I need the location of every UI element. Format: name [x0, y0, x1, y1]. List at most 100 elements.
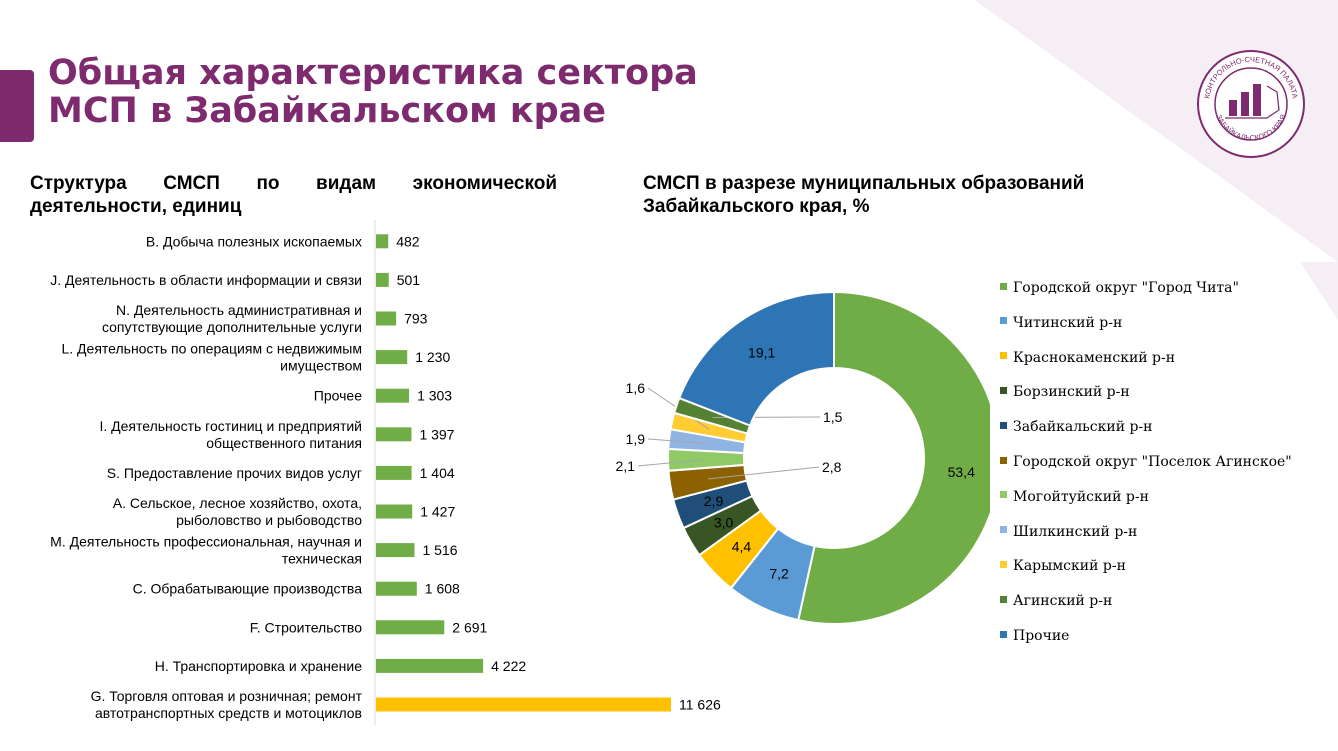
legend-swatch: [1000, 282, 1007, 290]
donut-value-label: 4,4: [732, 538, 752, 554]
legend-label: Карымский р-н: [1013, 558, 1126, 575]
donut-value-label: 1,5: [823, 409, 843, 425]
legend-label: Шилкинский р-н: [1013, 523, 1138, 540]
legend-swatch: [1000, 317, 1007, 325]
bar-chart-title-line-2: деятельности, единиц: [30, 196, 242, 217]
donut-leader-line: [707, 466, 820, 480]
bar-category-label: L. Деятельность по операциям с недвижимы…: [61, 341, 362, 357]
donut-leader-line: [637, 458, 707, 467]
bar-category-label: техническая: [282, 551, 362, 567]
legend-item: Городской округ "Поселок Агинское": [1000, 454, 1292, 470]
bar: [376, 427, 412, 442]
pie-chart-title: СМСП в разрезе муниципальных образований…: [643, 172, 1163, 218]
title-accent-bar: [0, 70, 34, 142]
bar-category-label: сопутствующие дополнительные услуги: [102, 319, 362, 335]
chamber-logo: КОНТРОЛЬНО-СЧЕТНАЯ ПАЛАТА ЗАБАЙКАЛЬСКОГО…: [1197, 50, 1305, 158]
page-title-line-2: МСП в Забайкальском крае: [48, 91, 607, 131]
legend-item: Борзинский р-н: [1000, 384, 1130, 400]
bar-category-label: F. Строительство: [250, 619, 362, 635]
bar-value-label: 1 404: [420, 465, 455, 481]
legend-label: Могойтуйский р-н: [1013, 488, 1149, 505]
donut-value-label: 19,1: [748, 344, 775, 360]
legend-label: Читинский р-н: [1013, 314, 1123, 331]
legend-item: Читинский р-н: [1000, 315, 1122, 331]
legend-swatch: [1000, 352, 1007, 360]
donut-slice: [677, 290, 835, 427]
legend-swatch: [1000, 630, 1007, 638]
bar-category-label: I. Деятельность гостиниц и предприятий: [100, 418, 363, 434]
bar-category-label: H. Транспортировка и хранение: [155, 658, 363, 674]
donut-value-label: 2,9: [704, 493, 724, 509]
bar-value-label: 1 608: [425, 581, 460, 597]
legend-label: Агинский р-н: [1013, 593, 1113, 610]
bar-value-label: 1 230: [415, 349, 450, 365]
legend-swatch: [1000, 491, 1007, 499]
legend-swatch: [1000, 386, 1007, 394]
bar-category-label: имуществом: [280, 358, 362, 374]
legend-label: Городской округ "Город Чита": [1013, 280, 1239, 296]
legend-swatch: [1000, 456, 1007, 464]
bar: [376, 465, 412, 480]
donut-chart: 53,4 7,2 4,4 3,0 2,9 2,8 2,1 1,9 1,6 1,5 19,1: [616, 290, 990, 625]
bar: [376, 697, 671, 712]
bar-value-label: 1 303: [417, 388, 452, 404]
bar: [376, 234, 389, 249]
bar-value-label: 501: [397, 272, 421, 288]
bar-value-label: 1 397: [419, 426, 454, 442]
bar: [376, 350, 408, 365]
bar-chart: 482 B. Добыча полезных ископаемых 501 J. Де…: [50, 220, 721, 725]
legend-label: Борзинский р-н: [1013, 384, 1130, 401]
donut-value-label: 2,1: [616, 458, 636, 474]
pie-chart-title-line-1: СМСП в разрезе муниципальных образований: [643, 173, 1085, 194]
legend-swatch: [1000, 526, 1007, 534]
legend-item: Прочие: [1000, 628, 1069, 644]
legend-label: Городской округ "Поселок Агинское": [1013, 454, 1292, 470]
legend-label: Забайкальский р-н: [1013, 419, 1153, 436]
bar-value-label: 4 222: [491, 658, 526, 674]
bar-category-label: B. Добыча полезных ископаемых: [146, 233, 362, 249]
bar: [376, 620, 445, 635]
legend-swatch: [1000, 421, 1007, 429]
bar: [376, 388, 410, 403]
bar-category-label: общественного питания: [206, 435, 362, 451]
bar-category-label: M. Деятельность профессиональная, научна…: [50, 534, 362, 550]
donut-value-label: 7,2: [769, 566, 789, 582]
bar-value-label: 11 626: [679, 697, 721, 713]
bar-category-label: N. Деятельность административная и: [116, 302, 362, 318]
donut-leader-line: [647, 438, 707, 444]
pie-chart-title-line-2: Забайкальского края, %: [643, 196, 870, 217]
donut-value-label: 2,8: [822, 459, 842, 475]
bar-category-label: J. Деятельность в области информации и с…: [50, 272, 362, 288]
legend-label: Краснокаменский р-н: [1013, 349, 1176, 366]
legend-swatch: [1000, 595, 1007, 603]
donut-value-label: 53,4: [948, 464, 975, 480]
bar-category-label: S. Предоставление прочих видов услуг: [107, 465, 362, 481]
legend-label: Прочие: [1013, 628, 1070, 644]
bar: [376, 543, 415, 558]
bar: [376, 272, 389, 287]
bar: [376, 311, 397, 326]
bar: [376, 581, 417, 596]
bar: [376, 504, 413, 519]
legend-item: Городской округ "Город Чита": [1000, 280, 1239, 296]
donut-slice: [797, 290, 990, 625]
bar-chart-title: Структура СМСП по видам экономической де…: [30, 172, 557, 218]
bar-value-label: 482: [396, 233, 420, 249]
legend-item: Могойтуйский р-н: [1000, 489, 1149, 505]
bar-value-label: 793: [404, 311, 428, 327]
donut-value-label: 3,0: [714, 515, 734, 531]
bar-category-label: автотранспортных средств и мотоциклов: [95, 705, 362, 721]
donut-value-label: 1,9: [626, 431, 646, 447]
legend-item: Карымский р-н: [1000, 558, 1126, 574]
bar-category-label: Прочее: [314, 388, 362, 404]
legend-item: Агинский р-н: [1000, 593, 1112, 609]
bar-chart-title-line-1: Структура СМСП по видам экономической: [30, 173, 557, 194]
bar-category-label: C. Обрабатывающие производства: [133, 581, 363, 597]
page-title-line-1: Общая характеристика сектора: [48, 53, 698, 93]
bar-category-label: G. Торговля оптовая и розничная; ремонт: [91, 688, 363, 704]
logo-bars-icon: [1225, 84, 1280, 119]
legend-item: Забайкальский р-н: [1000, 419, 1153, 435]
legend-swatch: [1000, 560, 1007, 568]
bar-category-label: рыболовство и рыбоводство: [176, 512, 362, 528]
bar-value-label: 2 691: [452, 619, 487, 635]
